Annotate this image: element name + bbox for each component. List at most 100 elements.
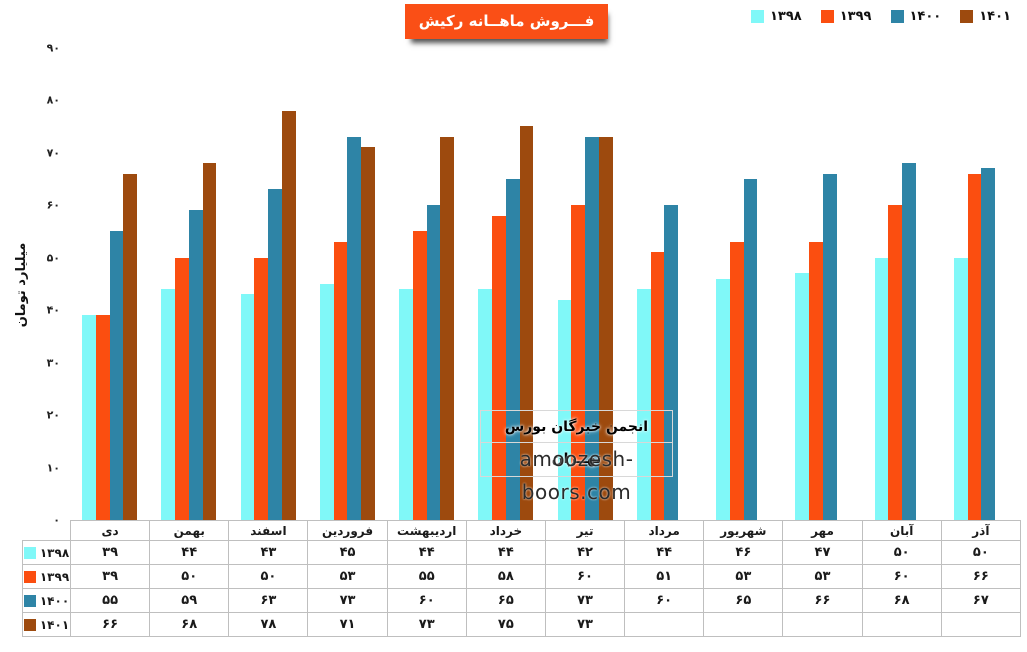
bar [874, 257, 889, 520]
value-cell: ۴۴ [149, 540, 230, 565]
value-cell: ۶۰ [624, 588, 705, 613]
value-cell: ۴۴ [386, 540, 467, 565]
y-axis-tick-label: ۳۰ [46, 356, 60, 369]
bar [505, 178, 520, 520]
value-cell: ۳۹ [69, 564, 151, 589]
bar [664, 205, 679, 520]
bar [795, 273, 810, 520]
month-header-cell: آبان [861, 520, 942, 541]
value-cell [782, 612, 863, 637]
value-cell: ۴۷ [782, 540, 863, 565]
value-cell: ۵۰ [861, 540, 942, 565]
bar [175, 257, 189, 520]
bar [347, 136, 362, 520]
bar [188, 210, 203, 520]
bar [822, 173, 837, 520]
value-cell: ۵۰ [149, 564, 230, 589]
series-year-label: ۱۳۹۸ [39, 545, 70, 560]
bar [440, 136, 455, 520]
month-header-cell: خرداد [465, 520, 546, 541]
bar [478, 289, 493, 520]
value-cell: ۶۶ [782, 588, 863, 613]
table-corner-cell [23, 521, 71, 541]
legend: ۱۳۹۸ ۱۳۹۹ ۱۴۰۰ ۱۴۰۱ [751, 9, 1011, 24]
y-axis-tick-label: ۸۰ [46, 93, 60, 107]
watermark-org-text: انجمن خبرگان بورس تهــران [481, 411, 672, 467]
legend-label: ۱۴۰۰ [909, 9, 942, 24]
y-axis-tick-label: ۱۰ [46, 461, 60, 474]
value-cell: ۴۲ [544, 540, 626, 565]
bar [161, 289, 176, 520]
bar [743, 178, 758, 520]
month-header-cell: تیر [544, 520, 626, 541]
bar [82, 315, 96, 520]
value-cell: ۴۵ [307, 540, 388, 565]
value-cell: ۶۰ [544, 564, 626, 589]
y-axis-tick-label: ۶۰ [46, 198, 60, 212]
y-axis-tick-label: ۰ [53, 513, 60, 527]
month-header-cell: اردیبهشت [386, 520, 467, 541]
month-header-cell: مهر [782, 520, 863, 541]
value-cell [940, 612, 1022, 637]
series-label-cell: ۱۴۰۱ [22, 612, 71, 637]
legend-item: ۱۴۰۰ [890, 9, 942, 24]
bar [109, 231, 124, 520]
value-cell: ۵۳ [703, 564, 784, 589]
value-cell: ۶۵ [465, 588, 546, 613]
value-cell: ۵۵ [386, 564, 467, 589]
legend-swatch [890, 10, 904, 23]
legend-label: ۱۴۰۱ [979, 9, 1011, 24]
legend-swatch [23, 546, 36, 559]
value-cell: ۵۰ [940, 540, 1022, 565]
value-cell: ۷۵ [465, 612, 546, 637]
value-cell: ۷۳ [544, 588, 626, 613]
y-axis-tick-label: ۴۰ [46, 303, 60, 317]
value-cell: ۶۸ [149, 612, 230, 637]
bar [281, 110, 296, 520]
bar [967, 173, 982, 520]
month-header-cell: آذر [940, 520, 1022, 541]
bar [888, 205, 903, 520]
bar [240, 294, 255, 520]
value-cell: ۶۷ [940, 588, 1022, 613]
table-header-row: دی بهمن اسفند فروردین اردیبهشت خرداد تیر مرداد ش… [23, 520, 1022, 541]
value-cell: ۴۳ [228, 540, 309, 565]
value-cell: ۵۱ [624, 564, 705, 589]
legend-item: ۱۴۰۱ [960, 9, 1011, 24]
value-cell: ۵۸ [465, 564, 546, 589]
value-cell: ۵۳ [782, 564, 863, 589]
value-cell: ۷۸ [228, 612, 309, 637]
value-cell: ۵۹ [149, 588, 230, 613]
value-cell [624, 612, 705, 637]
series-year-label: ۱۴۰۱ [39, 617, 70, 632]
bar [399, 289, 413, 520]
y-axis-title: میلیارد تومان [14, 242, 29, 328]
bar [412, 231, 427, 520]
value-cell: ۷۱ [307, 612, 388, 637]
value-cell: ۷۳ [386, 612, 467, 637]
bar [202, 163, 217, 520]
watermark-site-text: amoozesh-boors.com [519, 447, 634, 504]
bar [585, 136, 599, 520]
bar [519, 126, 534, 520]
value-cell [703, 612, 784, 637]
y-axis-tick-label: ۲۰ [46, 408, 60, 422]
table-row: ۱۳۹۹ ۳۹ ۵۰ ۵۰ ۵۳ ۵۵ ۵۸ ۶۰ ۵۱ ۵۳ ۵۳ ۶۰ ۶۶ [22, 564, 1022, 589]
month-header-cell: اسفند [228, 520, 309, 541]
value-cell: ۷۳ [307, 588, 388, 613]
month-header-cell: فروردین [307, 520, 388, 541]
bar [636, 289, 651, 520]
legend-label: ۱۳۹۸ [770, 9, 802, 24]
chart-title: فـــروش ماهــانه رکیش [405, 4, 608, 39]
value-cell: ۳۹ [69, 540, 151, 565]
bar [981, 168, 996, 520]
bar [123, 173, 138, 520]
month-header-cell: مرداد [624, 520, 705, 541]
y-axis-tick-label: ۵۰ [46, 251, 60, 264]
series-year-label: ۱۳۹۹ [39, 569, 70, 584]
value-cell: ۵۰ [228, 564, 309, 589]
legend-item: ۱۳۹۸ [751, 9, 802, 24]
value-cell [861, 612, 942, 637]
